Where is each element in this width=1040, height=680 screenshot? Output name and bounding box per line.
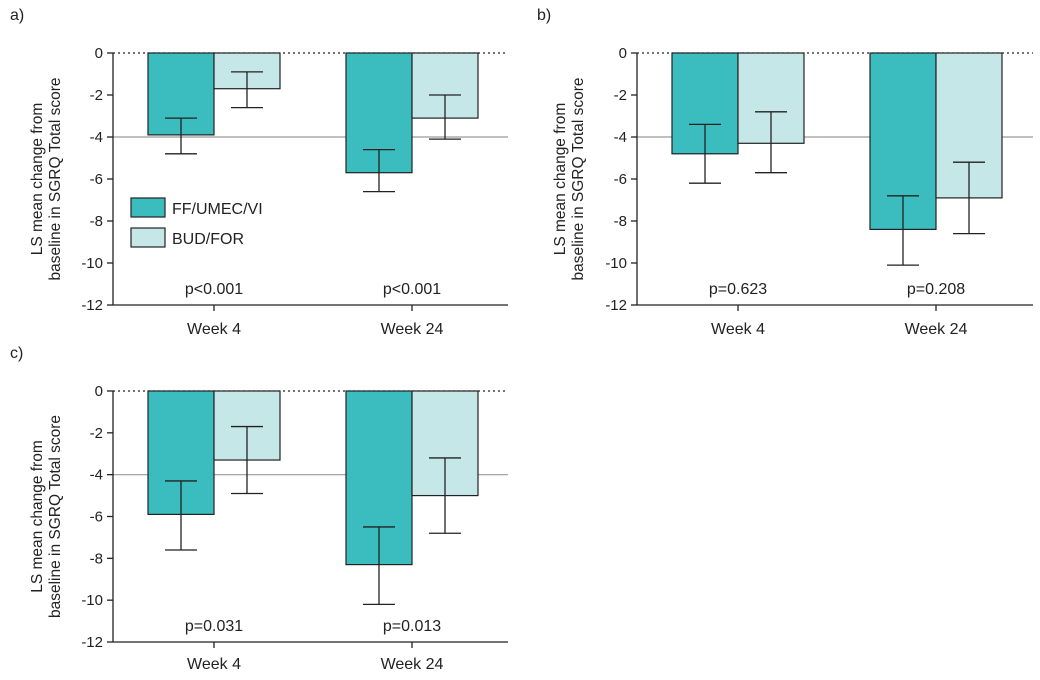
panel-label: a) (10, 7, 24, 24)
legend-label: FF/UMEC/VI (172, 201, 263, 218)
y-tick-label: -12 (605, 297, 627, 314)
y-axis-title-line1: LS mean change from (552, 103, 569, 256)
x-tick-label: Week 24 (905, 321, 968, 338)
y-tick-label: -6 (614, 171, 627, 188)
y-tick-label: -2 (614, 87, 627, 104)
y-tick-label: -8 (90, 550, 103, 567)
y-tick-label: -4 (90, 129, 103, 146)
y-tick-label: -12 (81, 634, 103, 651)
legend: FF/UMEC/VI BUD/FOR (130, 197, 263, 248)
legend-swatch-ff-umec-vi (130, 197, 166, 218)
y-axis-title-line1: LS mean change from (29, 440, 46, 593)
panel-label: b) (537, 7, 551, 24)
y-tick-label: -2 (90, 425, 103, 442)
y-tick-label: -4 (90, 467, 103, 484)
x-tick-label: Week 24 (381, 656, 444, 673)
y-tick-label: -8 (90, 213, 103, 230)
x-tick-label: Week 4 (711, 321, 765, 338)
y-tick-label: 0 (619, 45, 627, 62)
y-tick-label: 0 (95, 45, 103, 62)
y-tick-label: -10 (81, 592, 103, 609)
legend-swatch-bud-for (130, 227, 166, 248)
chart-panel-1: a) LS mean change from baseline in SGRQ To… (10, 7, 508, 338)
chart-panel-3: c) LS mean change from baseline in SGRQ To… (10, 345, 508, 673)
y-tick-label: -10 (81, 255, 103, 272)
y-tick-label: -2 (90, 87, 103, 104)
y-axis-title-line2: baseline in SGRQ Total score (570, 77, 587, 280)
y-tick-label: -8 (614, 213, 627, 230)
y-axis-title-line2: baseline in SGRQ Total score (47, 77, 64, 280)
x-tick-label: Week 4 (187, 656, 241, 673)
p-value-label: p=0.031 (185, 618, 243, 635)
x-tick-label: Week 24 (381, 321, 444, 338)
y-tick-label: -12 (81, 297, 103, 314)
p-value-label: p<0.001 (185, 281, 243, 298)
y-tick-label: -4 (614, 129, 627, 146)
y-tick-label: -10 (605, 255, 627, 272)
y-tick-label: -6 (90, 509, 103, 526)
legend-label: BUD/FOR (172, 231, 244, 248)
y-tick-label: -6 (90, 171, 103, 188)
x-tick-label: Week 4 (187, 321, 241, 338)
y-tick-label: 0 (95, 383, 103, 400)
p-value-label: p<0.001 (383, 281, 441, 298)
chart-panel-2: b) LS mean change from baseline in SGRQ To… (537, 7, 1033, 338)
p-value-label: p=0.623 (709, 281, 767, 298)
panel-label: c) (10, 345, 23, 362)
y-axis-title-line1: LS mean change from (29, 103, 46, 256)
p-value-label: p=0.208 (907, 281, 965, 298)
y-axis-title-line2: baseline in SGRQ Total score (47, 415, 64, 618)
p-value-label: p=0.013 (383, 618, 441, 635)
